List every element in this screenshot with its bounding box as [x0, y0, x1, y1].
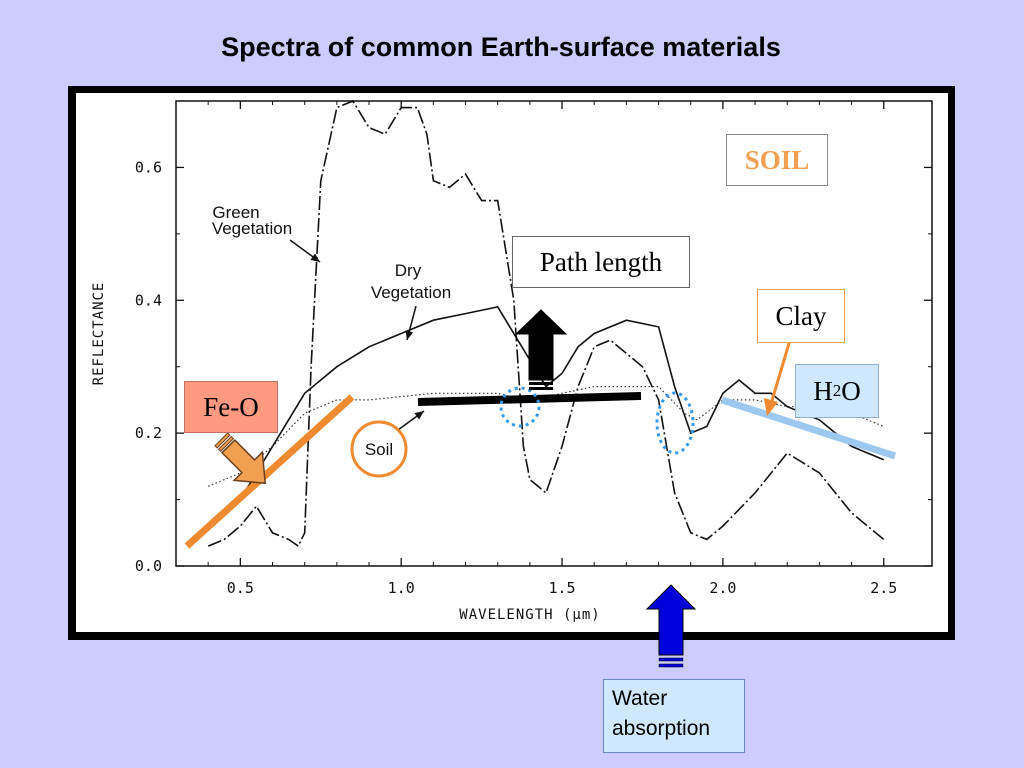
green-vegetation-label-line1: Green — [212, 203, 259, 222]
absorption-circle-2 — [655, 391, 695, 455]
dry-vegetation-label-line1: Dry — [395, 261, 422, 280]
x-tick-label: 2.0 — [709, 579, 736, 597]
path-length-bar — [417, 392, 642, 406]
fe-o-slope-line — [184, 394, 355, 549]
h2o-slope-line — [720, 396, 897, 460]
clay-box: Clay — [757, 289, 845, 343]
slide-title: Spectra of common Earth-surface material… — [221, 32, 781, 62]
water-absorption-arrow — [645, 584, 697, 668]
clay-arrow — [764, 339, 792, 416]
absorption-circle-1 — [499, 386, 541, 428]
x-tick-label: 1.0 — [388, 579, 415, 597]
soil-series-label: Soil — [365, 440, 393, 459]
h2o-subscript: 2 — [832, 381, 842, 400]
dry-vegetation-label-line2: Vegetation — [371, 283, 451, 302]
x-tick-label: 1.5 — [548, 579, 575, 597]
x-axis-title: WAVELENGTH (µm) — [459, 607, 600, 623]
fe-o-arrow — [214, 432, 267, 485]
path-length-arrow — [514, 309, 568, 390]
series-lines — [207, 99, 885, 548]
soil-label-circle — [350, 420, 408, 478]
green-vegetation-label-line2: Vegetation — [212, 219, 292, 238]
plot-frame — [175, 100, 933, 567]
x-tick-label: 0.5 — [227, 579, 254, 597]
soil-pointer-head — [414, 411, 424, 420]
fe-o-box: Fe-O — [184, 381, 278, 433]
y-tick-label: 0.6 — [135, 158, 162, 176]
series-line-dry-vegetation — [207, 306, 885, 527]
h2o-o: O — [841, 375, 861, 406]
axes: 0.5 1.0 1.5 2.0 2.5 0.0 0.2 0.4 0.6 WAVELENGTH (µ… — [91, 100, 933, 623]
water-absorption-box: Water absorption — [603, 679, 745, 753]
annotation-overlays — [184, 309, 897, 668]
y-tick-label: 0.4 — [135, 291, 162, 309]
x-tick-label: 2.5 — [870, 579, 897, 597]
soil-title-box: SOIL — [726, 134, 828, 186]
y-tick-label: 0.2 — [135, 424, 162, 442]
y-axis-title: REFLECTANCE — [91, 282, 107, 386]
h2o-h: H — [813, 375, 833, 406]
green-vegetation-pointer-head — [310, 253, 320, 262]
dry-vegetation-pointer-head — [405, 330, 414, 340]
path-length-box: Path length — [512, 236, 690, 288]
series-line-green-vegetation — [207, 99, 885, 548]
y-tick-label: 0.0 — [135, 557, 162, 575]
